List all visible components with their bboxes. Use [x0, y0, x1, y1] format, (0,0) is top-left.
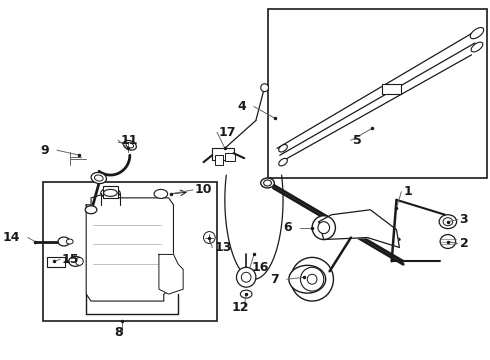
Bar: [48, 257, 65, 267]
Bar: [103, 186, 118, 198]
Circle shape: [75, 257, 83, 265]
Circle shape: [318, 222, 330, 234]
Text: 14: 14: [3, 231, 20, 244]
Bar: [212, 148, 234, 160]
Polygon shape: [319, 210, 399, 247]
Text: 13: 13: [214, 241, 232, 254]
Bar: [225, 153, 235, 161]
Text: 12: 12: [232, 301, 249, 314]
Bar: [43, 182, 217, 321]
Text: 1: 1: [403, 185, 412, 198]
Text: 11: 11: [120, 134, 138, 147]
Ellipse shape: [261, 178, 274, 188]
Ellipse shape: [471, 42, 483, 52]
Ellipse shape: [101, 188, 120, 198]
Ellipse shape: [104, 189, 117, 196]
Ellipse shape: [443, 218, 453, 226]
Circle shape: [291, 257, 334, 301]
Bar: [215, 155, 223, 165]
Text: 9: 9: [41, 144, 49, 157]
Text: 8: 8: [114, 326, 122, 339]
Ellipse shape: [123, 140, 136, 150]
Text: 5: 5: [353, 134, 362, 147]
Ellipse shape: [95, 175, 103, 181]
Ellipse shape: [470, 28, 484, 39]
Circle shape: [312, 216, 335, 239]
Ellipse shape: [69, 256, 82, 266]
Bar: [268, 9, 487, 178]
Text: 10: 10: [195, 184, 212, 197]
Ellipse shape: [85, 206, 97, 214]
Ellipse shape: [91, 172, 106, 184]
Ellipse shape: [66, 239, 73, 244]
Ellipse shape: [439, 215, 457, 229]
Ellipse shape: [264, 180, 271, 186]
Bar: [382, 84, 401, 94]
Circle shape: [261, 84, 269, 92]
Ellipse shape: [289, 265, 326, 293]
Ellipse shape: [279, 144, 287, 152]
Circle shape: [203, 231, 215, 243]
Text: 17: 17: [219, 126, 237, 139]
Polygon shape: [86, 195, 173, 301]
Text: 15: 15: [62, 253, 79, 266]
Text: 7: 7: [270, 273, 279, 286]
Circle shape: [242, 272, 251, 282]
Ellipse shape: [440, 235, 456, 248]
Circle shape: [300, 267, 324, 291]
Ellipse shape: [279, 158, 287, 166]
Ellipse shape: [58, 237, 70, 246]
Text: 2: 2: [460, 237, 468, 250]
Circle shape: [237, 267, 256, 287]
Text: 16: 16: [252, 261, 270, 274]
Ellipse shape: [126, 143, 134, 148]
Polygon shape: [159, 255, 183, 294]
Text: 4: 4: [238, 100, 246, 113]
Circle shape: [307, 274, 317, 284]
Text: 6: 6: [283, 221, 292, 234]
Ellipse shape: [241, 290, 252, 298]
Text: 3: 3: [460, 213, 468, 226]
Ellipse shape: [154, 189, 168, 198]
